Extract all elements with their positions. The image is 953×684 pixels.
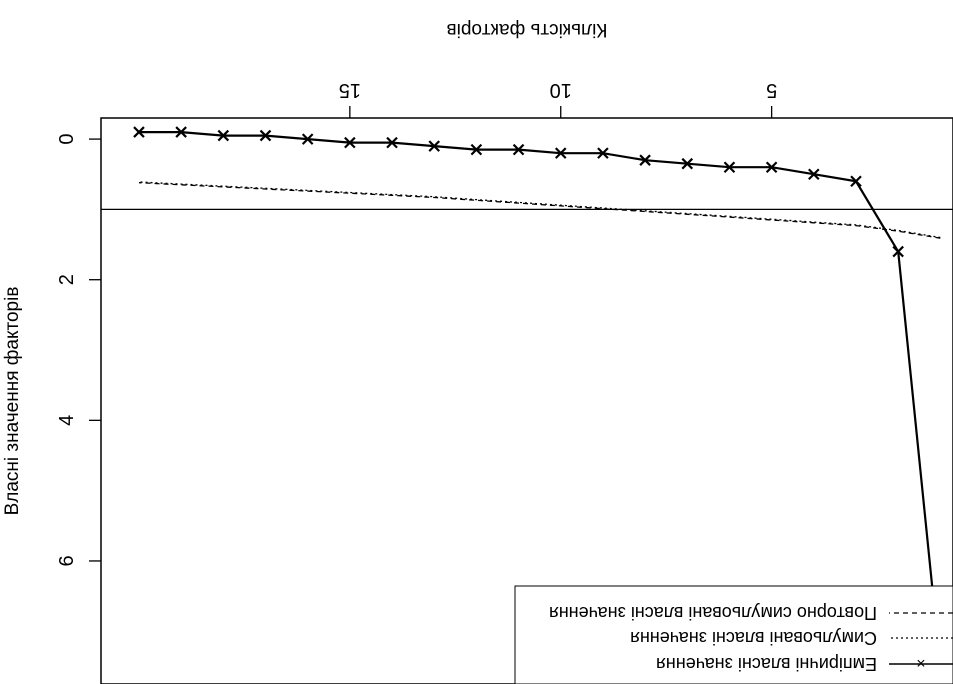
y-tick-label: 2: [56, 274, 78, 285]
empirical-point-marker: [892, 245, 904, 258]
empirical-point-marker: [512, 143, 525, 156]
plot-frame: [100, 117, 953, 684]
legend-key-empirical-marker: ×: [916, 654, 925, 671]
x-tick-label: 5: [766, 79, 777, 101]
marker-stroke: [175, 126, 187, 138]
x-axis-title: Кількість факторів: [447, 19, 608, 40]
empirical-point-marker: [301, 133, 314, 145]
empirical-point-marker: [217, 129, 230, 142]
empirical-point-marker: [344, 136, 356, 149]
empirical-point-marker: [765, 161, 778, 173]
marker-stroke: [217, 129, 230, 142]
marker-stroke: [344, 136, 356, 149]
y-tick-label: 0: [56, 134, 78, 145]
marker-stroke: [428, 140, 440, 152]
empirical-point-marker: [470, 143, 483, 156]
y-axis-title: Власні значення факторів: [2, 287, 23, 516]
y-tick-label: 4: [56, 415, 78, 426]
empirical-point-marker: [133, 126, 145, 138]
x-tick-label: 15: [339, 79, 361, 101]
marker-stroke: [470, 143, 483, 156]
marker-stroke: [765, 161, 778, 173]
marker-stroke: [386, 136, 398, 149]
empirical-point-marker: [850, 175, 862, 188]
empirical-point-marker: [681, 157, 694, 170]
empirical-point-marker: [639, 154, 651, 166]
legend-box: [514, 585, 953, 684]
marker-stroke: [133, 126, 145, 138]
legend: × Емпіричні власні значення Симульовані …: [514, 585, 953, 684]
marker-stroke: [723, 161, 736, 173]
empirical-point-marker: [723, 161, 736, 173]
legend-label-simulated: Симульовані власні значення: [630, 628, 877, 648]
marker-stroke: [892, 245, 904, 258]
empirical-point-marker: [428, 140, 440, 152]
empirical-point-marker: [554, 147, 567, 159]
marker-stroke: [639, 154, 651, 166]
series-line-2: [138, 182, 941, 239]
empirical-point-marker: [597, 147, 609, 159]
y-tick-label: 6: [56, 555, 78, 566]
marker-stroke: [301, 133, 314, 145]
marker-stroke: [512, 143, 525, 156]
empirical-point-marker: [808, 168, 820, 181]
marker-stroke: [850, 175, 862, 188]
marker-stroke: [259, 129, 272, 142]
series-line-0: [139, 130, 942, 667]
marker-stroke: [597, 147, 609, 159]
empirical-point-marker: [175, 126, 187, 138]
marker-stroke: [681, 157, 694, 170]
empirical-point-marker: [259, 129, 272, 142]
marker-stroke: [554, 147, 567, 159]
legend-label-empirical: Емпіричні власні значення: [656, 654, 877, 674]
empirical-point-marker: [386, 136, 398, 149]
marker-stroke: [808, 168, 820, 181]
x-tick-label: 10: [550, 79, 572, 101]
legend-label-resimulated: Повторно симульовані власні значення: [549, 603, 877, 623]
